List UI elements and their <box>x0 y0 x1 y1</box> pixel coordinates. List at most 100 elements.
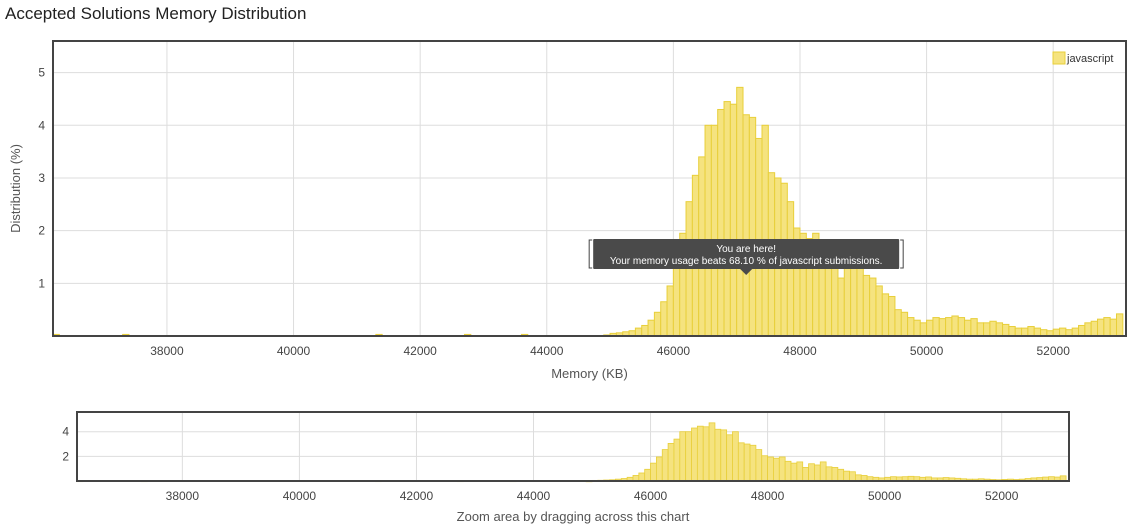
bar[interactable] <box>849 471 856 482</box>
bar[interactable] <box>970 318 978 337</box>
bar[interactable] <box>761 455 768 482</box>
bar[interactable] <box>900 311 909 337</box>
bar[interactable] <box>837 468 845 482</box>
bar[interactable] <box>1014 327 1023 337</box>
bar[interactable] <box>742 114 750 337</box>
bar[interactable] <box>951 315 959 337</box>
bar[interactable] <box>831 467 839 482</box>
main-bars[interactable] <box>52 86 1124 337</box>
bar[interactable] <box>1090 320 1099 337</box>
bar[interactable] <box>641 324 649 337</box>
bar[interactable] <box>784 460 792 482</box>
bar[interactable] <box>957 317 966 337</box>
bar[interactable] <box>843 261 852 337</box>
bar[interactable] <box>704 124 712 337</box>
bar[interactable] <box>672 259 681 337</box>
bar[interactable] <box>650 462 657 482</box>
bar[interactable] <box>932 317 940 337</box>
bar[interactable] <box>644 468 651 482</box>
bar[interactable] <box>1052 328 1061 337</box>
bar[interactable] <box>796 461 804 482</box>
bar[interactable] <box>824 259 833 337</box>
bar[interactable] <box>655 456 663 482</box>
bar[interactable] <box>989 320 997 337</box>
bar[interactable] <box>1109 318 1118 337</box>
bar[interactable] <box>881 293 890 337</box>
bar[interactable] <box>736 86 744 337</box>
bar[interactable] <box>1084 322 1092 337</box>
legend[interactable]: javascript <box>1052 51 1113 65</box>
bar[interactable] <box>1103 317 1111 337</box>
bar[interactable] <box>869 277 877 337</box>
bar[interactable] <box>862 274 871 337</box>
bar[interactable] <box>723 101 731 337</box>
bar[interactable] <box>814 464 821 482</box>
bar[interactable] <box>696 425 704 482</box>
bar[interactable] <box>737 442 745 482</box>
bar[interactable] <box>1097 318 1105 337</box>
bar[interactable] <box>1033 327 1042 337</box>
bar[interactable] <box>790 462 798 482</box>
bar[interactable] <box>907 317 915 337</box>
bar[interactable] <box>894 309 902 337</box>
bar[interactable] <box>1021 327 1029 337</box>
bar[interactable] <box>995 322 1004 337</box>
bar[interactable] <box>634 327 643 337</box>
bar[interactable] <box>732 431 739 482</box>
bar[interactable] <box>729 103 738 337</box>
bar[interactable] <box>808 463 815 482</box>
bar[interactable] <box>702 426 710 482</box>
bar[interactable] <box>964 319 972 337</box>
bar[interactable] <box>983 322 991 337</box>
bar[interactable] <box>748 116 757 337</box>
bar[interactable] <box>647 319 655 337</box>
bar[interactable] <box>726 434 733 482</box>
bar[interactable] <box>888 295 896 337</box>
legend-swatch[interactable] <box>1052 51 1066 65</box>
bar[interactable] <box>708 422 716 482</box>
bar[interactable] <box>913 319 921 337</box>
bar[interactable] <box>755 137 763 337</box>
bar[interactable] <box>1008 326 1016 337</box>
bar[interactable] <box>802 467 809 482</box>
bar[interactable] <box>714 428 722 482</box>
bar[interactable] <box>749 444 757 482</box>
bar[interactable] <box>850 267 858 337</box>
bar[interactable] <box>653 311 662 337</box>
bar[interactable] <box>819 461 827 482</box>
bar[interactable] <box>710 124 719 337</box>
bar[interactable] <box>919 322 928 337</box>
bar[interactable] <box>1116 313 1124 337</box>
bar[interactable] <box>926 319 934 337</box>
legend-entry-javascript[interactable]: javascript <box>1066 53 1113 65</box>
bar[interactable] <box>717 108 725 337</box>
bar[interactable] <box>1078 324 1086 337</box>
bar[interactable] <box>1027 326 1035 337</box>
bar[interactable] <box>843 470 850 482</box>
bar[interactable] <box>743 443 751 482</box>
bar[interactable] <box>825 466 833 482</box>
main-chart[interactable]: 38000 40000 42000 44000 46000 48000 50000 52000… <box>8 40 1127 381</box>
zoom-navigator-chart[interactable]: 38000 40000 42000 44000 46000 48000 50000 52000… <box>62 411 1070 524</box>
bar[interactable] <box>1071 327 1080 337</box>
bar[interactable] <box>767 456 774 482</box>
bar[interactable] <box>679 431 687 482</box>
bar[interactable] <box>1059 327 1067 337</box>
bar[interactable] <box>778 456 786 482</box>
bar[interactable] <box>761 124 769 337</box>
bar[interactable] <box>773 457 780 482</box>
bar[interactable] <box>685 431 692 482</box>
bar[interactable] <box>837 277 845 337</box>
bar[interactable] <box>945 317 953 337</box>
bar[interactable] <box>660 301 668 337</box>
bar[interactable] <box>720 429 728 482</box>
bar[interactable] <box>666 285 674 337</box>
bar[interactable] <box>691 427 698 482</box>
bar[interactable] <box>755 449 763 482</box>
bar[interactable] <box>673 438 681 482</box>
bar[interactable] <box>875 285 883 337</box>
bar[interactable] <box>638 472 646 482</box>
bar[interactable] <box>661 449 669 482</box>
bar[interactable] <box>938 318 947 337</box>
